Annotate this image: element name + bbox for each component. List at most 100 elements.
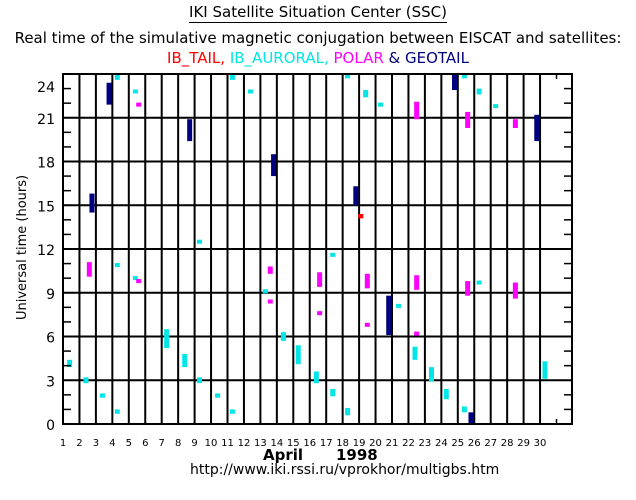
mark-polar (414, 331, 420, 336)
mark-geotail (271, 154, 277, 177)
legend-item-polar: POLAR (333, 49, 384, 67)
mark-ib-auroral (476, 88, 482, 95)
x-tick-label: 20 (369, 438, 382, 449)
mark-ib-auroral (197, 239, 203, 244)
mark-geotail (187, 119, 193, 142)
mark-polar (364, 273, 370, 289)
mark-ib-auroral (330, 389, 336, 397)
x-tick-label: 25 (451, 438, 464, 449)
mark-geotail (452, 74, 458, 91)
mark-polar (512, 119, 518, 128)
source-url: http://www.iki.rssi.ru/vprokhor/multigbs… (190, 462, 500, 478)
legend: IB_TAIL, IB_AURORAL, POLAR & GEOTAIL (0, 49, 636, 67)
mark-geotail (106, 82, 112, 105)
mark-ib-auroral (248, 89, 254, 94)
mark-ib-auroral (114, 409, 120, 414)
mark-ib-auroral (443, 389, 449, 400)
mark-ib-auroral (215, 393, 221, 398)
x-tick-label: 7 (159, 438, 165, 449)
x-tick-label: 10 (205, 438, 218, 449)
x-tick-label: 14 (270, 438, 283, 449)
chart-subtitle: Real time of the simulative magnetic con… (14, 29, 622, 47)
mark-ib-auroral (428, 367, 434, 382)
x-tick-label: 19 (353, 438, 366, 449)
x-tick-label: 22 (402, 438, 415, 449)
x-tick-label: 9 (191, 438, 197, 449)
grid (63, 74, 572, 424)
y-tick-label: 3 (46, 374, 55, 390)
y-axis-label: Universal time (hours) (15, 175, 30, 320)
mark-ib-tail (358, 214, 364, 219)
mark-ib-auroral (229, 74, 235, 80)
legend-separator: , (323, 49, 334, 67)
x-tick-label: 21 (386, 438, 399, 449)
mark-polar (86, 262, 92, 277)
mark-polar (267, 266, 273, 274)
x-tick-label: 11 (221, 438, 234, 449)
mark-ib-auroral (229, 409, 235, 414)
mark-geotail (89, 193, 95, 213)
x-tick-label: 23 (419, 438, 432, 449)
y-tick-label: 0 (46, 418, 55, 434)
mark-ib-auroral (377, 102, 383, 107)
page-title-text: IKI Satellite Situation Center (SSC) (189, 3, 447, 23)
mark-ib-auroral (313, 371, 319, 384)
y-tick-label: 18 (37, 156, 55, 172)
x-tick-label: 4 (109, 438, 115, 449)
x-tick-label: 24 (435, 438, 448, 449)
mark-ib-auroral (114, 74, 120, 80)
mark-ib-auroral (363, 90, 369, 98)
mark-ib-auroral (330, 252, 336, 257)
x-tick-label: 30 (534, 438, 547, 449)
mark-geotail (534, 114, 540, 142)
mark-polar (512, 282, 518, 299)
mark-ib-auroral (99, 393, 105, 398)
mark-polar (465, 281, 471, 296)
x-tick-label: 26 (468, 438, 481, 449)
x-tick-label: 13 (254, 438, 267, 449)
mark-polar (317, 311, 323, 316)
mark-ib-auroral (197, 377, 203, 384)
y-tick-label: 24 (37, 80, 55, 96)
y-tick-label: 9 (46, 287, 55, 303)
mark-ib-auroral (280, 332, 286, 341)
x-tick-label: 27 (484, 438, 497, 449)
x-tick-label: 8 (175, 438, 181, 449)
mark-polar (414, 101, 420, 120)
mark-geotail (468, 412, 474, 424)
data-marks (67, 74, 548, 424)
plot-border (62, 73, 573, 425)
x-tick-label: 1 (60, 438, 66, 449)
x-tick-label: 15 (287, 438, 300, 449)
mark-ib-auroral (412, 346, 418, 360)
mark-ib-auroral (345, 74, 351, 79)
mark-geotail (353, 186, 359, 206)
mark-ib-auroral (262, 289, 268, 294)
legend-item-ib-tail: IB_TAIL (167, 49, 221, 67)
mark-ib-auroral (182, 354, 188, 368)
mark-ib-auroral (164, 329, 170, 349)
x-tick-label: 5 (126, 438, 132, 449)
mark-geotail (386, 295, 392, 336)
x-tick-label: 18 (336, 438, 349, 449)
y-tick-label: 21 (37, 112, 55, 128)
y-tick-label: 15 (37, 199, 55, 215)
x-tick-label: 2 (76, 438, 82, 449)
mark-ib-auroral (295, 345, 301, 365)
mark-ib-auroral (542, 361, 548, 379)
x-axis-year-label: 1998 (336, 446, 378, 464)
y-tick-label: 12 (37, 243, 55, 259)
x-tick-label: 17 (320, 438, 333, 449)
mark-ib-auroral (461, 74, 467, 79)
mark-ib-auroral (476, 280, 482, 285)
legend-separator: , (220, 49, 230, 67)
mark-ib-auroral (132, 89, 138, 94)
x-tick-label: 28 (501, 438, 514, 449)
mark-polar (267, 299, 273, 304)
x-tick-label: 16 (303, 438, 316, 449)
legend-item-ib-auroral: IB_AURORAL (229, 49, 324, 67)
mark-ib-auroral (396, 303, 402, 308)
legend-item-geotail: GEOTAIL (405, 49, 469, 67)
